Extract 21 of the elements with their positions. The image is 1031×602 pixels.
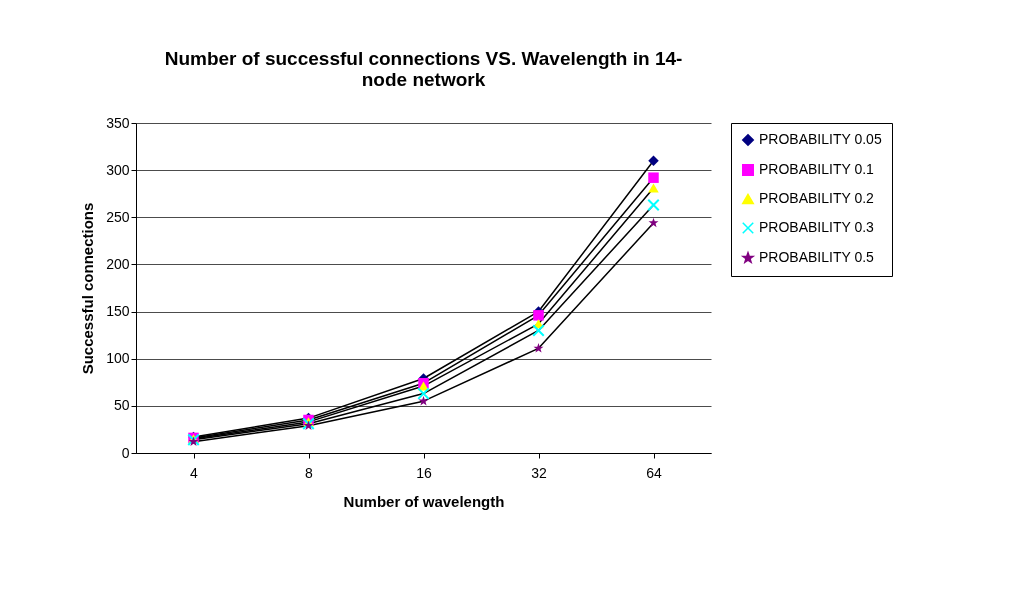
y-tick-label: 350 bbox=[106, 114, 130, 131]
x-tick-label: 64 bbox=[646, 464, 662, 481]
x-axis-title: Number of wavelength bbox=[343, 492, 505, 510]
legend-label: PROBABILITY 0.2 bbox=[759, 190, 875, 206]
x-tick-label: 16 bbox=[416, 464, 432, 481]
legend-label: PROBABILITY 0.1 bbox=[759, 161, 875, 177]
y-tick-label: 0 bbox=[121, 444, 130, 461]
x-tick-label: 8 bbox=[305, 464, 314, 481]
y-tick-label: 150 bbox=[106, 303, 130, 320]
y-tick-label: 100 bbox=[106, 350, 130, 367]
y-tick-label: 50 bbox=[113, 397, 130, 414]
y-tick-label: 250 bbox=[106, 208, 130, 225]
x-tick-label: 4 bbox=[190, 464, 199, 481]
legend-label: PROBABILITY 0.05 bbox=[759, 131, 882, 147]
legend-label: PROBABILITY 0.3 bbox=[759, 219, 875, 235]
chart-title: Number of successful connections VS. Wavelength in 14-node network bbox=[164, 48, 683, 90]
y-tick-label: 300 bbox=[106, 161, 130, 178]
x-tick-label: 32 bbox=[531, 464, 547, 481]
y-tick-label: 200 bbox=[106, 255, 130, 272]
legend-label: PROBABILITY 0.5 bbox=[759, 249, 875, 265]
y-axis-title: Successful connections bbox=[79, 202, 97, 375]
